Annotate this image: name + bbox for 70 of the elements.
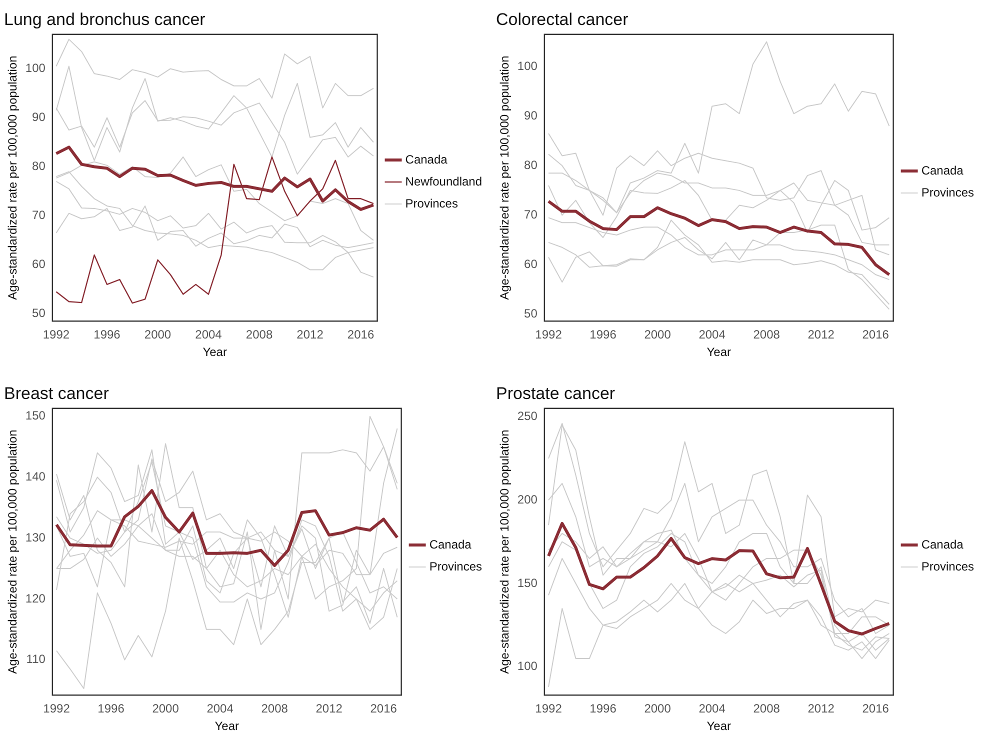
legend-label: Canada (405, 152, 448, 166)
x-tick-label: 2008 (246, 328, 273, 342)
chart-title: Prostate cancer (496, 384, 616, 403)
chart-title: Breast cancer (4, 384, 110, 403)
x-tick-label: 2012 (808, 328, 835, 342)
y-tick-label: 80 (32, 159, 46, 174)
x-tick-label: 2016 (370, 702, 398, 716)
x-tick-label: 2008 (261, 702, 288, 716)
x-tick-label: 2000 (152, 702, 180, 716)
y-axis-title: Age-standardized rate per 100,000 population (498, 430, 512, 674)
legend-label: Canada (921, 537, 964, 552)
x-tick-label: 2004 (206, 702, 234, 716)
y-tick-label: 90 (32, 110, 46, 124)
x-tick-label: 1996 (590, 702, 617, 716)
legend-label: Newfoundland (405, 174, 482, 188)
y-tick-label: 100 (517, 659, 538, 674)
y-tick-label: 60 (524, 257, 538, 272)
x-tick-label: 1992 (43, 702, 70, 716)
x-tick-label: 2008 (753, 328, 780, 342)
y-tick-label: 90 (524, 108, 538, 122)
x-tick-label: 1992 (535, 328, 562, 342)
x-tick-label: 2000 (644, 328, 672, 342)
y-tick-label: 150 (517, 576, 538, 590)
y-tick-label: 70 (32, 208, 46, 222)
x-tick-label: 2004 (698, 328, 726, 342)
x-tick-label: 2016 (347, 328, 374, 342)
x-axis-title: Year (202, 345, 227, 360)
x-tick-label: 1996 (94, 328, 121, 342)
x-tick-label: 2012 (808, 702, 835, 716)
legend-label: Canada (921, 163, 964, 178)
y-tick-label: 60 (32, 257, 46, 272)
y-tick-label: 100 (517, 58, 538, 73)
x-tick-label: 1992 (535, 702, 562, 716)
y-tick-label: 100 (25, 61, 46, 76)
x-tick-label: 2000 (144, 328, 172, 342)
x-tick-label: 2004 (195, 328, 222, 342)
x-tick-label: 2016 (862, 702, 890, 716)
x-tick-label: 1996 (590, 328, 617, 342)
x-tick-label: 2012 (296, 328, 324, 342)
x-tick-label: 2012 (316, 702, 343, 716)
y-tick-label: 130 (25, 530, 46, 544)
x-tick-label: 1992 (42, 328, 70, 342)
y-tick-label: 50 (32, 306, 46, 320)
x-tick-label: 2016 (862, 328, 890, 342)
y-tick-label: 80 (524, 158, 538, 172)
legend-label: Provinces (405, 196, 458, 210)
legend-label: Provinces (921, 185, 974, 200)
legend-label: Canada (429, 537, 472, 552)
y-tick-label: 150 (25, 408, 46, 423)
chart-title: Colorectal cancer (496, 10, 629, 29)
y-tick-label: 110 (26, 652, 46, 666)
y-tick-label: 50 (524, 306, 538, 321)
legend-label: Provinces (921, 559, 974, 574)
x-axis-title: Year (214, 719, 239, 734)
x-axis-title: Year (706, 719, 731, 734)
y-tick-label: 70 (524, 208, 538, 222)
legend-label: Provinces (429, 559, 482, 574)
y-tick-label: 140 (25, 470, 46, 484)
x-tick-label: 1996 (98, 702, 125, 716)
y-tick-label: 200 (517, 492, 538, 506)
y-tick-label: 250 (517, 409, 538, 424)
x-axis-title: Year (706, 345, 731, 360)
y-axis-title: Age-standardized rate per 100,000 population (6, 430, 20, 674)
y-axis-title: Age-standardized rate per 100,000 population (6, 56, 20, 300)
chart-title: Lung and bronchus cancer (4, 10, 206, 29)
y-axis-title: Age-standardized rate per 100,000 population (498, 56, 512, 300)
x-tick-label: 2000 (644, 702, 672, 716)
x-tick-label: 2004 (698, 702, 726, 716)
y-tick-label: 120 (25, 591, 46, 606)
x-tick-label: 2008 (753, 702, 780, 716)
